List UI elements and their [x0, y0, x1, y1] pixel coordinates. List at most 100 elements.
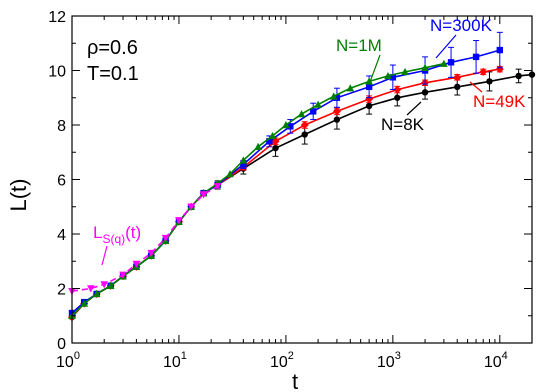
data-point — [282, 121, 290, 129]
x-tick-exponent: 0 — [74, 350, 80, 362]
x-tick-base: 10 — [270, 354, 288, 371]
series-line — [71, 62, 445, 317]
data-point — [92, 289, 101, 298]
label-lsq: LS(q)(t) — [93, 223, 141, 246]
data-point — [268, 131, 277, 140]
leader-n49k — [469, 81, 483, 93]
data-point — [271, 137, 280, 146]
label-lsq-sub: S(q) — [102, 232, 125, 246]
data-point — [119, 271, 127, 279]
label-n300k: N=300K — [430, 16, 493, 35]
label-n8k: N=8K — [381, 115, 425, 134]
data-point — [213, 183, 222, 191]
data-point — [240, 161, 247, 168]
data-point — [365, 77, 373, 85]
data-point — [453, 73, 462, 82]
x-tick-base: 10 — [163, 354, 181, 371]
data-point — [239, 156, 248, 164]
label-n1m: N=1M — [336, 36, 382, 55]
data-point — [421, 63, 429, 71]
x-axis-title: t — [292, 369, 298, 392]
data-point — [394, 94, 401, 101]
data-point — [266, 138, 273, 145]
label-lsq-main: L — [93, 223, 102, 242]
leader-n8k — [406, 101, 422, 116]
data-point — [365, 102, 373, 110]
data-point — [393, 85, 402, 94]
data-layer — [68, 31, 536, 322]
data-point — [440, 59, 448, 67]
x-tick-label: 100 — [56, 350, 80, 371]
annotation-rho: ρ=0.6 — [87, 37, 138, 59]
data-point — [87, 285, 95, 293]
data-point — [300, 121, 309, 129]
data-point — [496, 46, 504, 54]
data-point — [447, 59, 455, 66]
leader-n1m — [369, 54, 381, 83]
data-point — [175, 217, 183, 225]
data-point — [515, 72, 522, 80]
x-tick-label: 102 — [270, 350, 294, 371]
series-n-1m — [68, 59, 448, 319]
series-n-8k — [68, 68, 536, 321]
data-point — [80, 299, 88, 307]
data-point — [384, 71, 392, 80]
y-tick-label: 6 — [57, 173, 66, 190]
data-point — [401, 67, 409, 76]
annotation-temperature: T=0.1 — [87, 63, 139, 85]
x-tick-exponent: 2 — [288, 350, 294, 362]
series-line — [71, 73, 533, 318]
y-tick-label: 10 — [48, 64, 66, 81]
leader-n300k — [435, 34, 457, 59]
x-tick-label: 103 — [377, 350, 401, 371]
x-tick-exponent: 1 — [181, 350, 187, 362]
data-point — [495, 65, 504, 74]
data-point — [272, 144, 279, 152]
data-point — [389, 74, 397, 81]
series-line — [71, 68, 500, 318]
data-point — [301, 131, 308, 138]
data-point — [454, 83, 461, 91]
x-tick-label: 101 — [163, 350, 187, 371]
y-axis-title: L(t) — [6, 179, 31, 212]
data-point — [254, 142, 262, 150]
data-point — [132, 260, 141, 268]
data-point — [297, 110, 306, 118]
data-point — [365, 83, 373, 91]
series-line — [71, 49, 501, 314]
label-lsq-tail: (t) — [125, 223, 141, 242]
data-point — [486, 78, 493, 85]
data-point — [187, 203, 195, 211]
data-point — [106, 281, 115, 289]
data-point — [310, 108, 317, 115]
plot-frame — [71, 15, 533, 344]
series-l-s-q-t- — [68, 183, 222, 296]
x-tick-base: 10 — [56, 354, 74, 371]
data-point — [479, 67, 488, 76]
data-point — [147, 249, 155, 258]
data-point — [332, 107, 341, 116]
y-tick-label: 2 — [57, 282, 66, 299]
x-tick-base: 10 — [377, 354, 395, 371]
x-tick-exponent: 4 — [502, 350, 508, 362]
data-point — [226, 170, 234, 178]
y-tick-label: 0 — [57, 336, 66, 353]
data-point — [365, 95, 374, 104]
data-point — [199, 191, 208, 199]
x-tick-label: 104 — [484, 350, 508, 371]
y-tick-label: 8 — [57, 118, 66, 135]
data-point — [314, 100, 322, 108]
x-tick-base: 10 — [484, 354, 502, 371]
data-point — [421, 89, 429, 96]
leader-lsq — [101, 245, 108, 266]
y-tick-label: 12 — [48, 9, 66, 26]
y-tick-label: 4 — [57, 227, 66, 244]
data-point — [100, 281, 108, 289]
data-point — [287, 123, 294, 130]
data-point — [161, 234, 170, 243]
data-point — [346, 84, 355, 92]
x-tick-exponent: 3 — [395, 350, 401, 362]
data-point — [333, 94, 341, 101]
data-point — [329, 92, 338, 100]
